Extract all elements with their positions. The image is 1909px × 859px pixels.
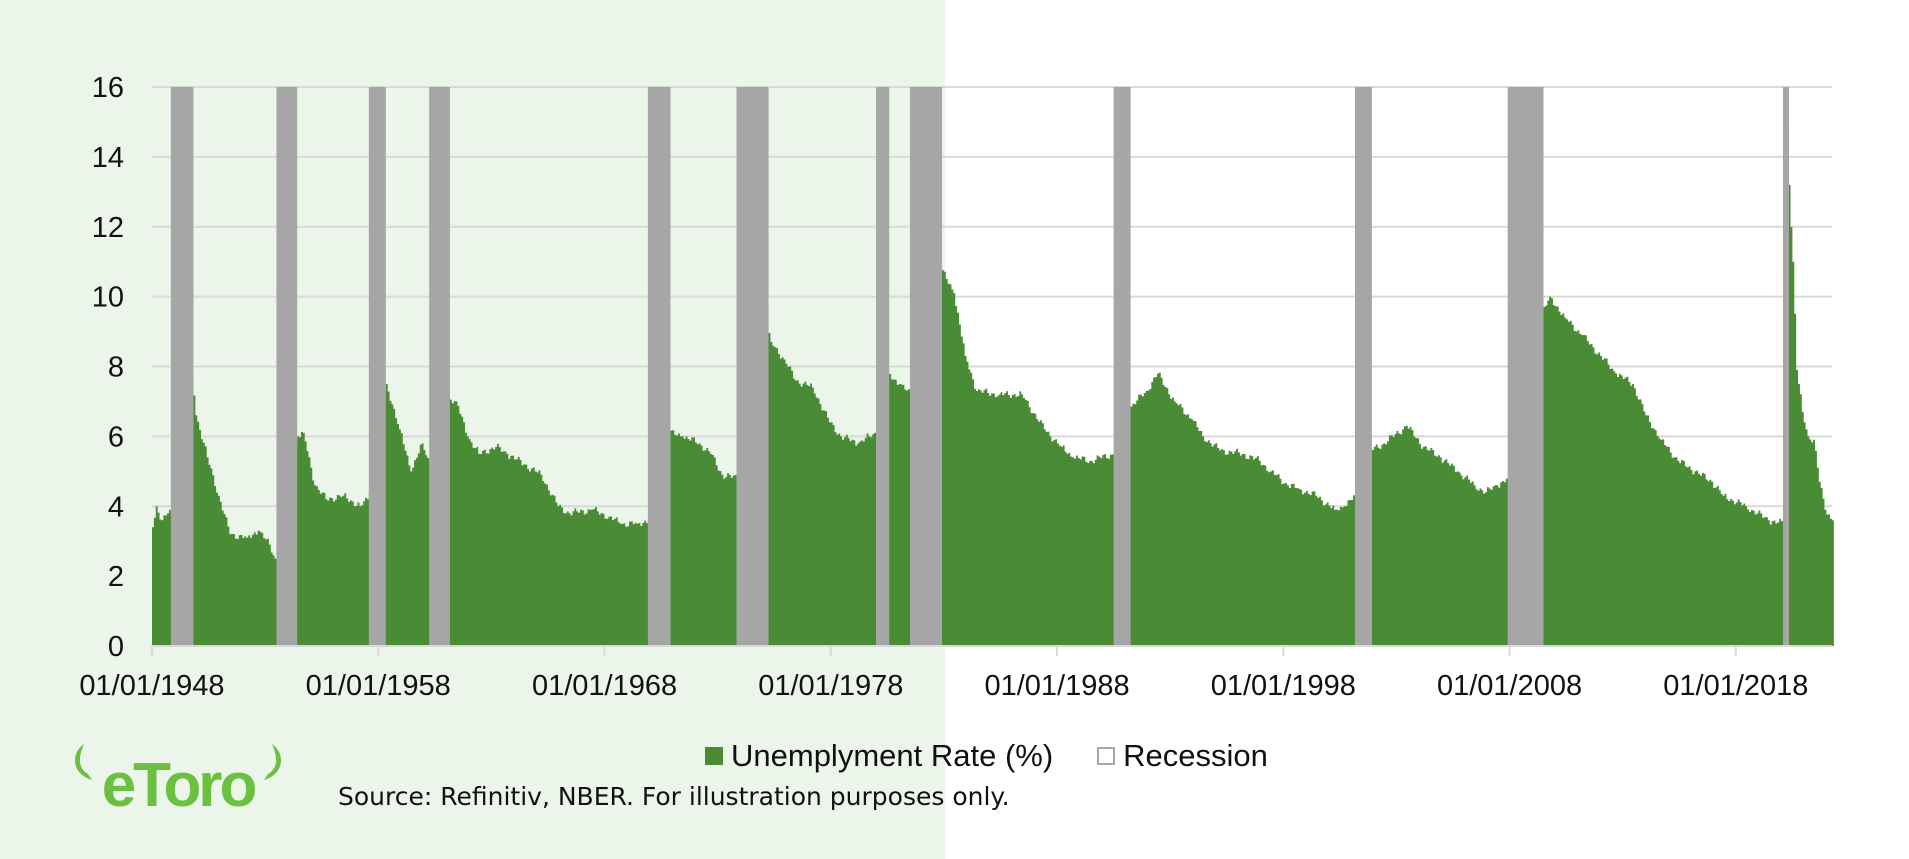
x-tick-label: 01/01/1948 [79, 670, 224, 702]
y-tick-label: 14 [92, 142, 124, 174]
x-tick-label: 01/01/2018 [1663, 670, 1808, 702]
recession-bands [170, 87, 1789, 646]
legend-swatch-unemployment [705, 747, 723, 765]
recession-band [1354, 87, 1372, 646]
legend-label-unemployment: Unemplyment Rate (%) [731, 738, 1054, 773]
x-tick-label: 01/01/2008 [1437, 670, 1582, 702]
etoro-logo: eToro [68, 740, 288, 820]
x-tick-label: 01/01/1968 [532, 670, 677, 702]
x-tick-labels: 01/01/1948 01/01/1958 01/01/1968 01/01/1978… [79, 670, 1808, 702]
logo-wordmark: eToro [102, 751, 256, 812]
recession-band [736, 87, 769, 646]
legend-swatch-recession [1097, 747, 1116, 765]
unemployment-series-area [152, 132, 1834, 646]
recession-band [1113, 87, 1131, 646]
recession-band [1507, 87, 1544, 646]
y-tick-label: 12 [92, 212, 124, 244]
x-axis [151, 645, 1832, 656]
y-tick-labels: 0 2 4 6 8 10 12 14 16 [92, 72, 124, 663]
y-tick-label: 6 [108, 421, 124, 453]
recession-band [429, 87, 450, 646]
x-tick-label: 01/01/1988 [984, 670, 1129, 702]
recession-band [647, 87, 671, 646]
y-tick-label: 10 [92, 282, 124, 314]
recession-band [1782, 87, 1789, 646]
y-tick-label: 2 [108, 561, 124, 593]
x-tick-label: 01/01/1958 [306, 670, 451, 702]
legend-label-recession: Recession [1123, 738, 1268, 773]
y-tick-label: 0 [108, 631, 124, 663]
recession-band [368, 87, 386, 646]
recession-band [909, 87, 943, 646]
source-note: Source: Refinitiv, NBER. For illustratio… [338, 782, 1010, 811]
y-tick-label: 4 [108, 491, 124, 523]
recession-band [276, 87, 298, 646]
x-tick-label: 01/01/1978 [758, 670, 903, 702]
legend: Unemplyment Rate (%) Recession [705, 736, 1312, 776]
y-tick-label: 16 [92, 72, 124, 104]
legend-item-unemployment: Unemplyment Rate (%) [705, 738, 1053, 774]
unemployment-area [152, 132, 1834, 646]
recession-band [170, 87, 194, 646]
y-tick-label: 8 [108, 352, 124, 384]
logo-horn-left [74, 744, 92, 780]
logo-horn-right [264, 744, 282, 780]
x-tick-label: 01/01/1998 [1211, 670, 1356, 702]
recession-band [876, 87, 890, 646]
legend-item-recession: Recession [1097, 738, 1268, 774]
